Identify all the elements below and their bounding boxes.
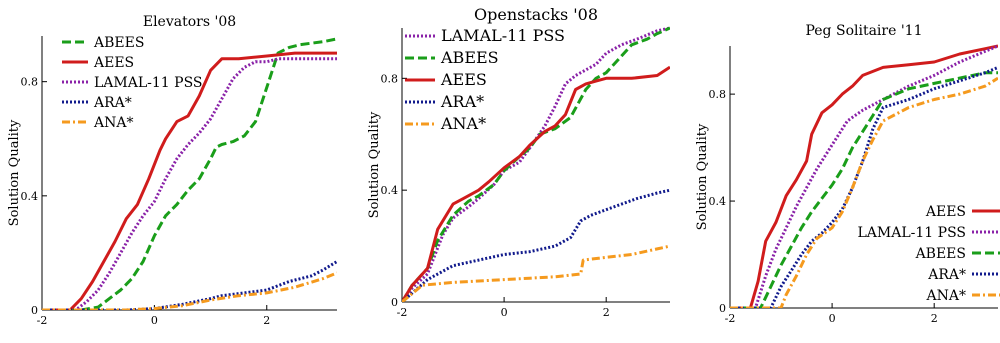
x-tick-label: 2 [603,306,610,319]
series-line-aees [402,65,670,302]
series-line-abees [42,37,337,310]
y-tick-label: 0 [719,302,726,315]
y-tick-label: 0.8 [21,76,39,89]
x-tick-label: 0 [501,306,508,319]
chart-title: Openstacks '08 [474,5,598,24]
legend-label-ana: ANA* [926,288,966,304]
y-axis-label: Solution Quality [367,111,382,218]
x-tick-label: 0 [151,314,158,327]
x-tick-label: 2 [931,312,938,325]
legend-label-lamal-11-pss: LAMAL-11 PSS [441,26,565,45]
chart-title: Peg Solitaire '11 [805,23,922,39]
legend-label-abees: ABEES [915,246,966,262]
y-tick-label: 0.8 [381,72,399,85]
series-line-ana [730,76,998,308]
y-axis-label: Solution Quality [695,123,710,230]
legend-label-aees: AEES [925,204,966,220]
series-line-ana [42,271,337,310]
legend-label-abees: ABEES [93,35,144,51]
y-axis-label: Solution Quality [7,119,22,226]
legend-label-lamal-11-pss: LAMAL-11 PSS [94,75,203,91]
legend-label-ara: ARA* [440,92,484,111]
series-line-abees [730,71,998,308]
legend: LAMAL-11 PSS ABEES AEES ARA* ANA* [405,26,565,133]
legend-label-aees: AEES [440,70,487,89]
y-tick-label: 0 [391,296,398,309]
legend-label-ana: ANA* [440,114,486,133]
y-tick-label: 0.4 [709,195,727,208]
legend-label-lamal-11-pss: LAMAL-11 PSS [858,225,967,241]
legend-label-ana: ANA* [93,115,133,131]
x-tick-label: 0 [829,312,836,325]
legend-label-ara: ARA* [93,95,132,111]
series-line-lamal-11-pss [42,57,337,310]
series-line-ara [42,260,337,310]
legend: AEES LAMAL-11 PSS ABEES ARA* ANA* [858,204,1000,304]
series-line-aees [42,51,337,310]
legend-label-abees: ABEES [440,48,499,67]
series-line-lamal-11-pss [730,44,998,308]
legend-label-aees: AEES [93,55,134,71]
y-tick-label: 0.8 [709,88,727,101]
y-tick-label: 0.4 [21,190,39,203]
x-tick-label: 2 [263,314,270,327]
series-line-ana [402,244,670,302]
x-tick-label: -2 [397,306,408,319]
y-tick-label: 0 [31,304,38,317]
series-line-lamal-11-pss [402,26,670,302]
series-line-ara [730,66,998,308]
legend-label-ara: ARA* [927,267,966,283]
series-line-ara [402,188,670,302]
chart-title: Elevators '08 [143,14,236,30]
x-tick-label: -2 [37,314,48,327]
legend: ABEES AEES LAMAL-11 PSS ARA* ANA* [62,35,203,131]
series-line-aees [730,44,998,308]
y-tick-label: 0.4 [381,184,399,197]
x-tick-label: -2 [725,312,736,325]
